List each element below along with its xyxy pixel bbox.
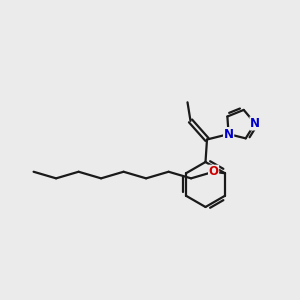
Text: N: N [224,128,234,141]
Text: O: O [208,165,219,178]
Text: N: N [250,117,260,130]
